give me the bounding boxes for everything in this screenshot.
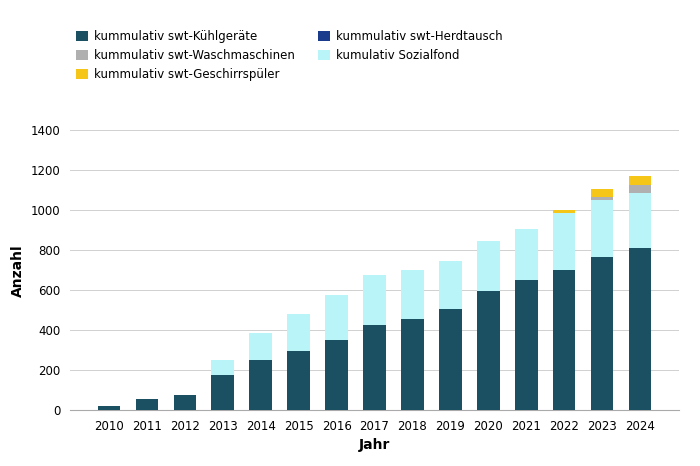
Bar xyxy=(439,261,462,309)
Bar xyxy=(553,210,575,213)
Bar xyxy=(174,395,196,410)
Bar xyxy=(326,340,348,410)
Bar xyxy=(211,375,235,410)
Bar xyxy=(553,213,575,270)
Bar xyxy=(629,185,651,193)
Bar xyxy=(591,257,613,410)
Bar xyxy=(287,351,310,410)
Bar xyxy=(211,360,235,375)
Bar xyxy=(629,193,651,248)
Bar xyxy=(439,309,462,410)
Bar xyxy=(629,248,651,410)
Bar xyxy=(477,241,500,291)
Bar xyxy=(249,333,272,360)
Bar xyxy=(401,270,424,319)
Bar xyxy=(363,275,386,325)
X-axis label: Jahr: Jahr xyxy=(359,439,390,452)
Bar xyxy=(591,200,613,257)
Bar xyxy=(363,325,386,410)
Bar xyxy=(249,360,272,410)
Bar xyxy=(514,229,538,280)
Bar xyxy=(553,270,575,410)
Bar xyxy=(326,295,348,340)
Bar xyxy=(287,314,310,351)
Bar xyxy=(477,291,500,410)
Bar xyxy=(629,177,651,185)
Legend: kummulativ swt-Kühlgeräte, kummulativ swt-Waschmaschinen, kummulativ swt-Geschir: kummulativ swt-Kühlgeräte, kummulativ sw… xyxy=(76,30,503,81)
Bar xyxy=(591,198,613,200)
Bar xyxy=(514,280,538,410)
Bar xyxy=(98,406,120,410)
Bar xyxy=(136,399,158,410)
Bar xyxy=(401,319,424,410)
Bar xyxy=(591,189,613,198)
Y-axis label: Anzahl: Anzahl xyxy=(11,244,25,296)
